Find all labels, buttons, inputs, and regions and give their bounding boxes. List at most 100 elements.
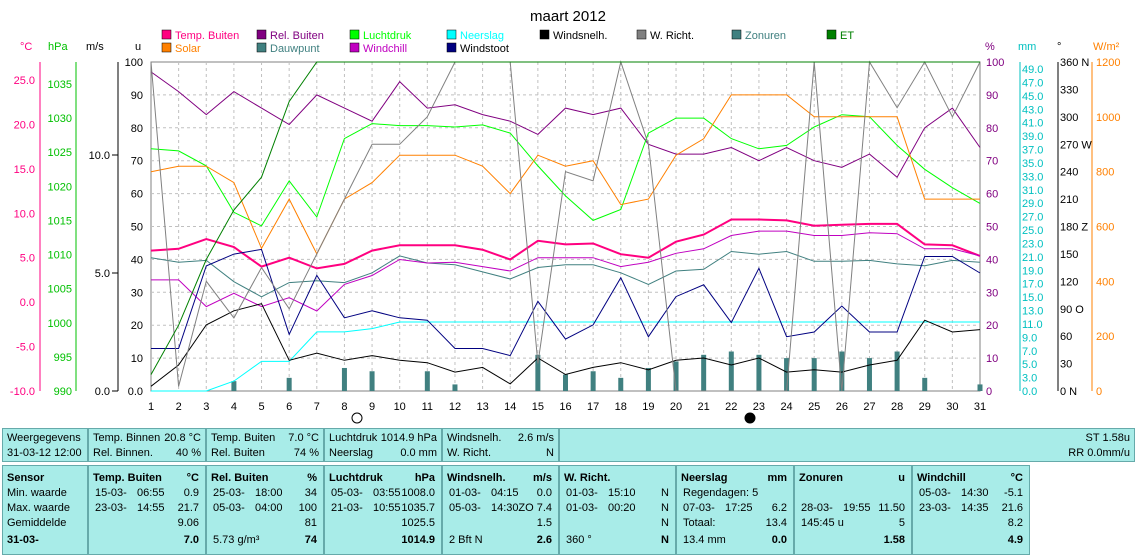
temp-row0-a: 15-03- (95, 487, 127, 499)
hours-tick: 60 (131, 189, 143, 201)
zon-row2-val: 5 (898, 517, 905, 529)
wind-row2-val: 1.5 (536, 517, 552, 529)
neerslag-unit: mm (767, 472, 787, 484)
temp-unit: °C (186, 472, 199, 484)
x-tick: 9 (369, 401, 375, 413)
legend-swatch (256, 29, 267, 40)
series-w-richt- (150, 60, 981, 392)
zonuren-bar (424, 371, 430, 391)
richt-row3-val: N (661, 534, 669, 546)
series-windsnelh- (150, 303, 981, 387)
wind-box: Windsnelh. 2.6 m/s W. Richt. N (442, 428, 559, 462)
richt-title: W. Richt. (564, 472, 611, 484)
solar-tick: 600 (1096, 222, 1114, 234)
wind-tick: 0.0 (95, 386, 110, 398)
rain-tick: 31.0 (1022, 185, 1043, 197)
temp-tick: 25.0 (14, 75, 35, 87)
wind-row1-val: ZO 7.4 (518, 502, 552, 514)
axis-solar-label: W/m² (1093, 41, 1120, 53)
pressure-tick: 1005 (48, 284, 72, 296)
solar-tick: 200 (1096, 331, 1114, 343)
x-tick: 4 (231, 401, 237, 413)
pressure-tick: 990 (54, 386, 72, 398)
richt-row0-a: 01-03- (566, 487, 598, 499)
x-tick: 23 (753, 401, 765, 413)
series-temp-buiten (150, 218, 981, 270)
richt-row0-val: N (661, 487, 669, 499)
humidity-tick: 10 (986, 353, 998, 365)
x-tick: 29 (919, 401, 931, 413)
temp-row1-b: 14:55 (137, 502, 165, 514)
humidity-tick: 70 (986, 156, 998, 168)
weergegevens-box: Weergegevens 31-03-12 12:00 (2, 428, 88, 462)
chill-row1-val: 21.6 (1001, 502, 1023, 514)
series-luchtdruk (150, 114, 981, 227)
rain-tick: 23.0 (1022, 238, 1043, 250)
rain-tick: 21.0 (1022, 252, 1043, 264)
zonuren-bar (756, 354, 762, 391)
x-tick: 27 (863, 401, 875, 413)
neerslag-row2-val: 13.4 (765, 517, 787, 529)
solar-tick: 0 (1096, 386, 1102, 398)
richt-row0-b: 15:10 (608, 487, 636, 499)
axis-hours-label: u (135, 41, 141, 53)
hours-tick: 100 (125, 57, 143, 69)
druk-column: Luchtdruk hPa 05-03- 03:55 1008.0 21-03- 10:55… (324, 465, 442, 555)
rain-tick: 11.0 (1022, 319, 1043, 331)
legend-swatch (256, 42, 267, 53)
richt-column: W. Richt. 01-03- 15:10 N 01-03- 00:20 N N 360 ° N (559, 465, 676, 555)
richt-row1-val: N (661, 502, 669, 514)
neerslag-row1-val: 6.2 (771, 502, 787, 514)
legend-label: Windstoot (460, 43, 509, 55)
direction-tick: 0 N (1060, 386, 1077, 398)
dir-label: W. Richt. (447, 447, 492, 459)
legend-label: Temp. Buiten (175, 30, 239, 42)
temp-column: Temp. Buiten °C 15-03- 06:55 0.9 23-03- 14:55 2… (88, 465, 206, 555)
humidity-tick: 80 (986, 123, 998, 135)
rel-column: Rel. Buiten% 25-03- 18:00 34 05-03- 04:00 100 8… (206, 465, 324, 555)
legend-label: Windsnelh. (553, 30, 607, 42)
wind-row0-a: 01-03- (449, 487, 481, 499)
rain-tick: 47.0 (1022, 77, 1043, 89)
neerslag-row3-val: 0.0 (771, 534, 787, 546)
rel-title: Rel. Buiten (211, 472, 269, 484)
temp-row1-val: 21.7 (177, 502, 199, 514)
chill-row0-val: -5.1 (1004, 487, 1023, 499)
humidity-tick: 20 (986, 320, 998, 332)
sensor-title: Sensor (7, 472, 45, 484)
zonuren-bar (535, 354, 541, 391)
legend-label: ET (840, 30, 854, 42)
x-tick: 7 (314, 401, 320, 413)
rel-buiten-label: Rel. Buiten (211, 447, 265, 459)
legend-label: Zonuren (745, 30, 786, 42)
zon-row1-b: 19:55 (843, 502, 871, 514)
x-tick: 19 (642, 401, 654, 413)
hours-tick: 80 (131, 123, 143, 135)
new-moon-icon (744, 412, 756, 424)
temp-binnen-label: Temp. Binnen (93, 432, 161, 444)
pressure-tick: 1035 (48, 79, 72, 91)
rain-tick: 41.0 (1022, 118, 1043, 130)
rel-row3-val: 74 (304, 534, 317, 546)
rain-tick: 19.0 (1022, 265, 1043, 277)
zonuren-bar (811, 358, 817, 391)
direction-tick: 60 (1060, 331, 1072, 343)
temp-row0-val: 0.9 (183, 487, 199, 499)
legend-swatch (636, 29, 647, 40)
temp-tick: 0.0 (20, 297, 35, 309)
x-tick: 12 (449, 401, 461, 413)
zonuren-bar (673, 361, 679, 391)
x-tick: 28 (891, 401, 903, 413)
x-tick: 22 (725, 401, 737, 413)
full-moon-icon (351, 412, 363, 424)
temp-binnen-value: 20.8 °C (164, 432, 201, 444)
zonuren-bar (977, 384, 983, 391)
neerslag-row3-a: 13.4 mm (683, 534, 726, 546)
richt-row3-a: 360 ° (566, 534, 592, 546)
hours-tick: 40 (131, 254, 143, 266)
chill-row1-b: 14:35 (961, 502, 989, 514)
zonuren-bar (784, 358, 790, 391)
x-tick: 26 (836, 401, 848, 413)
pressure-tick: 1025 (48, 147, 72, 159)
